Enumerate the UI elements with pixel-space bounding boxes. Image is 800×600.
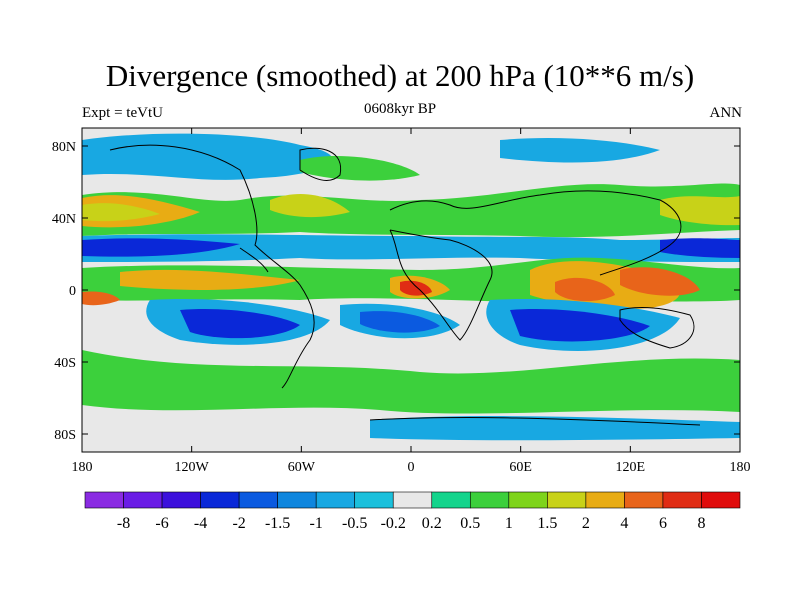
colorbar-box (161, 491, 201, 509)
colorbar-box (624, 491, 664, 509)
colorbar-label: 2 (582, 515, 590, 532)
x-tick-label: 120E (616, 460, 646, 475)
colorbar-box (392, 491, 433, 509)
colorbar-label: 6 (659, 515, 667, 532)
colorbar-label: 0.2 (422, 515, 442, 532)
colorbar-label: 4 (620, 515, 628, 532)
colorbar-label: -2 (232, 515, 245, 532)
divergence-field (82, 128, 740, 452)
colorbar-box (200, 491, 240, 509)
colorbar-box (508, 491, 548, 509)
colorbar-box (431, 491, 471, 509)
colorbar-label: -0.2 (381, 515, 406, 532)
colorbar-box (585, 491, 625, 509)
experiment-label: Expt = teVtU (82, 105, 163, 121)
coastlines (109, 144, 701, 426)
y-tick-label: 80N (52, 140, 76, 155)
colorbar-box (701, 491, 741, 509)
season-label: ANN (709, 105, 743, 121)
x-tick-label: 60E (509, 460, 532, 475)
colorbar-label: -1 (310, 515, 323, 532)
colorbar-label: -8 (117, 515, 130, 532)
y-tick-label: 40N (52, 212, 76, 227)
colorbar-box (547, 491, 587, 509)
colorbar-box (469, 491, 510, 509)
colorbar-label: -6 (155, 515, 168, 532)
colorbar-label: 0.5 (460, 515, 480, 532)
x-tick-label: 0 (408, 460, 415, 475)
plot-title: Divergence (smoothed) at 200 hPa (10**6 … (105, 58, 695, 93)
colorbar-box (315, 491, 356, 509)
colorbar: -8 -6 -4 -2 -1.5 -1 -0.5 -0.2 0.2 0.5 1 1.5 2 4 6 8 (84, 491, 741, 532)
x-tick-label: 60W (288, 460, 316, 475)
y-tick-label: 80S (54, 428, 76, 443)
colorbar-box (354, 491, 394, 509)
colorbar-label: 8 (697, 515, 705, 532)
x-tick-label: 120W (175, 460, 210, 475)
x-tick-label: 180 (72, 460, 93, 475)
x-axis-ticks: 180 120W 60W 0 60E 120E 180 (72, 128, 751, 475)
colorbar-label: 1 (505, 515, 513, 532)
period-label: 0608kyr BP (363, 101, 437, 117)
colorbar-box (238, 491, 278, 509)
colorbar-label: -1.5 (265, 515, 290, 532)
colorbar-box (277, 491, 317, 509)
colorbar-label: 1.5 (537, 515, 557, 532)
colorbar-label: -4 (194, 515, 207, 532)
colorbar-label: -0.5 (342, 515, 367, 532)
colorbar-box (662, 491, 702, 509)
y-tick-label: 0 (69, 284, 76, 299)
colorbar-box (123, 491, 163, 509)
y-axis-ticks: 80N 40N 0 40S 80S (52, 140, 740, 443)
y-tick-label: 40S (54, 356, 76, 371)
x-tick-label: 180 (730, 460, 751, 475)
colorbar-box (84, 491, 124, 509)
